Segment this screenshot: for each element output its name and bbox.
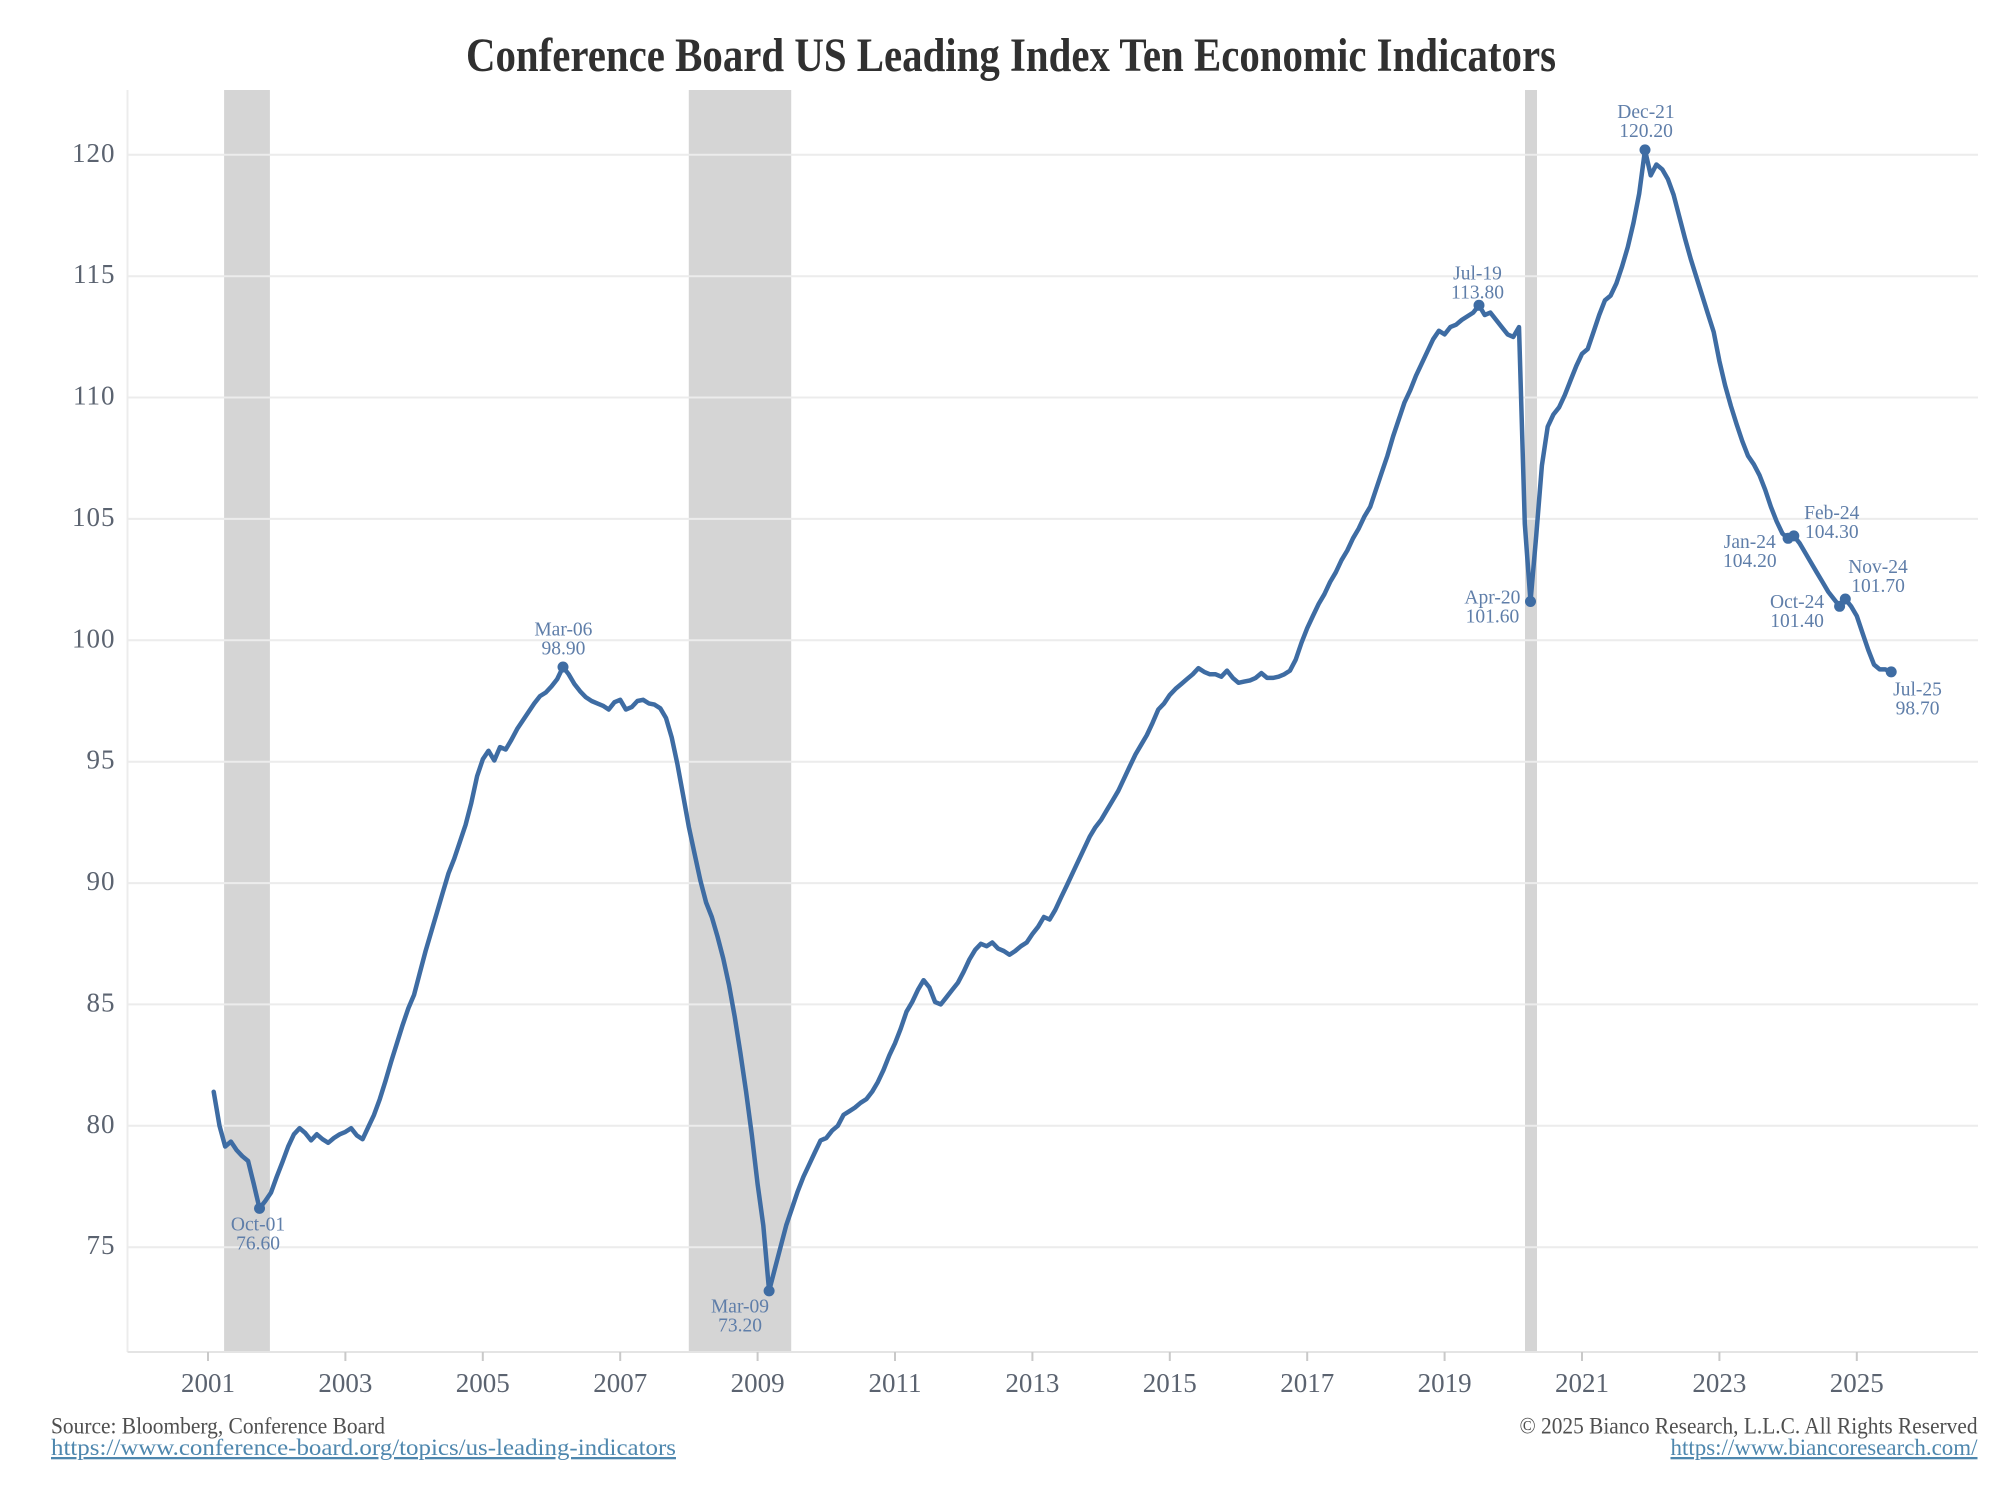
svg-text:2003: 2003 [318,1368,372,1398]
svg-text:104.30: 104.30 [1805,522,1859,543]
svg-text:73.20: 73.20 [718,1316,762,1337]
svg-text:95: 95 [87,745,116,775]
svg-text:75: 75 [87,1230,116,1260]
svg-text:Dec-21: Dec-21 [1617,102,1674,123]
svg-text:Jan-24: Jan-24 [1724,532,1776,553]
svg-text:https://www.biancoresearch.com: https://www.biancoresearch.com/ [1671,1435,1979,1460]
svg-text:Apr-20: Apr-20 [1464,588,1520,609]
svg-text:98.70: 98.70 [1896,699,1940,720]
svg-text:115: 115 [73,259,116,289]
svg-text:2001: 2001 [181,1368,235,1398]
svg-text:110: 110 [73,381,116,411]
svg-text:90: 90 [87,866,116,896]
svg-text:104.20: 104.20 [1723,551,1777,572]
svg-text:Oct-24: Oct-24 [1770,592,1824,613]
svg-text:Nov-24: Nov-24 [1848,557,1908,578]
svg-text:2025: 2025 [1830,1368,1884,1398]
svg-text:2021: 2021 [1555,1368,1609,1398]
svg-text:2017: 2017 [1280,1368,1334,1398]
svg-text:2007: 2007 [593,1368,647,1398]
svg-text:Source: Bloomberg, Conference: Source: Bloomberg, Conference Board [51,1414,385,1439]
svg-text:101.40: 101.40 [1770,611,1824,632]
svg-text:2019: 2019 [1418,1368,1472,1398]
svg-text:85: 85 [87,987,116,1017]
svg-text:Feb-24: Feb-24 [1804,503,1859,524]
svg-text:2011: 2011 [869,1368,922,1398]
svg-text:Mar-09: Mar-09 [711,1297,769,1318]
svg-text:2005: 2005 [456,1368,510,1398]
svg-text:© 2025 Bianco Research, L.L.C.: © 2025 Bianco Research, L.L.C. All Right… [1520,1414,1978,1439]
svg-text:Mar-06: Mar-06 [534,620,592,641]
svg-text:https://www.conference-board.o: https://www.conference-board.org/topics/… [51,1435,676,1460]
svg-text:113.80: 113.80 [1451,283,1504,304]
svg-text:76.60: 76.60 [236,1234,280,1255]
svg-text:120.20: 120.20 [1619,121,1673,142]
svg-text:98.90: 98.90 [541,639,585,660]
svg-text:105: 105 [72,502,116,532]
svg-text:Jul-25: Jul-25 [1893,680,1942,701]
svg-text:80: 80 [87,1109,116,1139]
svg-text:101.60: 101.60 [1466,607,1520,628]
svg-text:2013: 2013 [1005,1368,1059,1398]
svg-text:Jul-19: Jul-19 [1453,264,1502,285]
svg-text:101.70: 101.70 [1851,576,1905,597]
svg-text:2009: 2009 [731,1368,785,1398]
svg-text:120: 120 [72,138,116,168]
svg-text:Conference Board US Leading In: Conference Board US Leading Index Ten Ec… [466,29,1556,82]
svg-text:2015: 2015 [1143,1368,1197,1398]
svg-text:100: 100 [72,623,116,653]
svg-text:2023: 2023 [1692,1368,1746,1398]
svg-text:Oct-01: Oct-01 [231,1215,285,1236]
